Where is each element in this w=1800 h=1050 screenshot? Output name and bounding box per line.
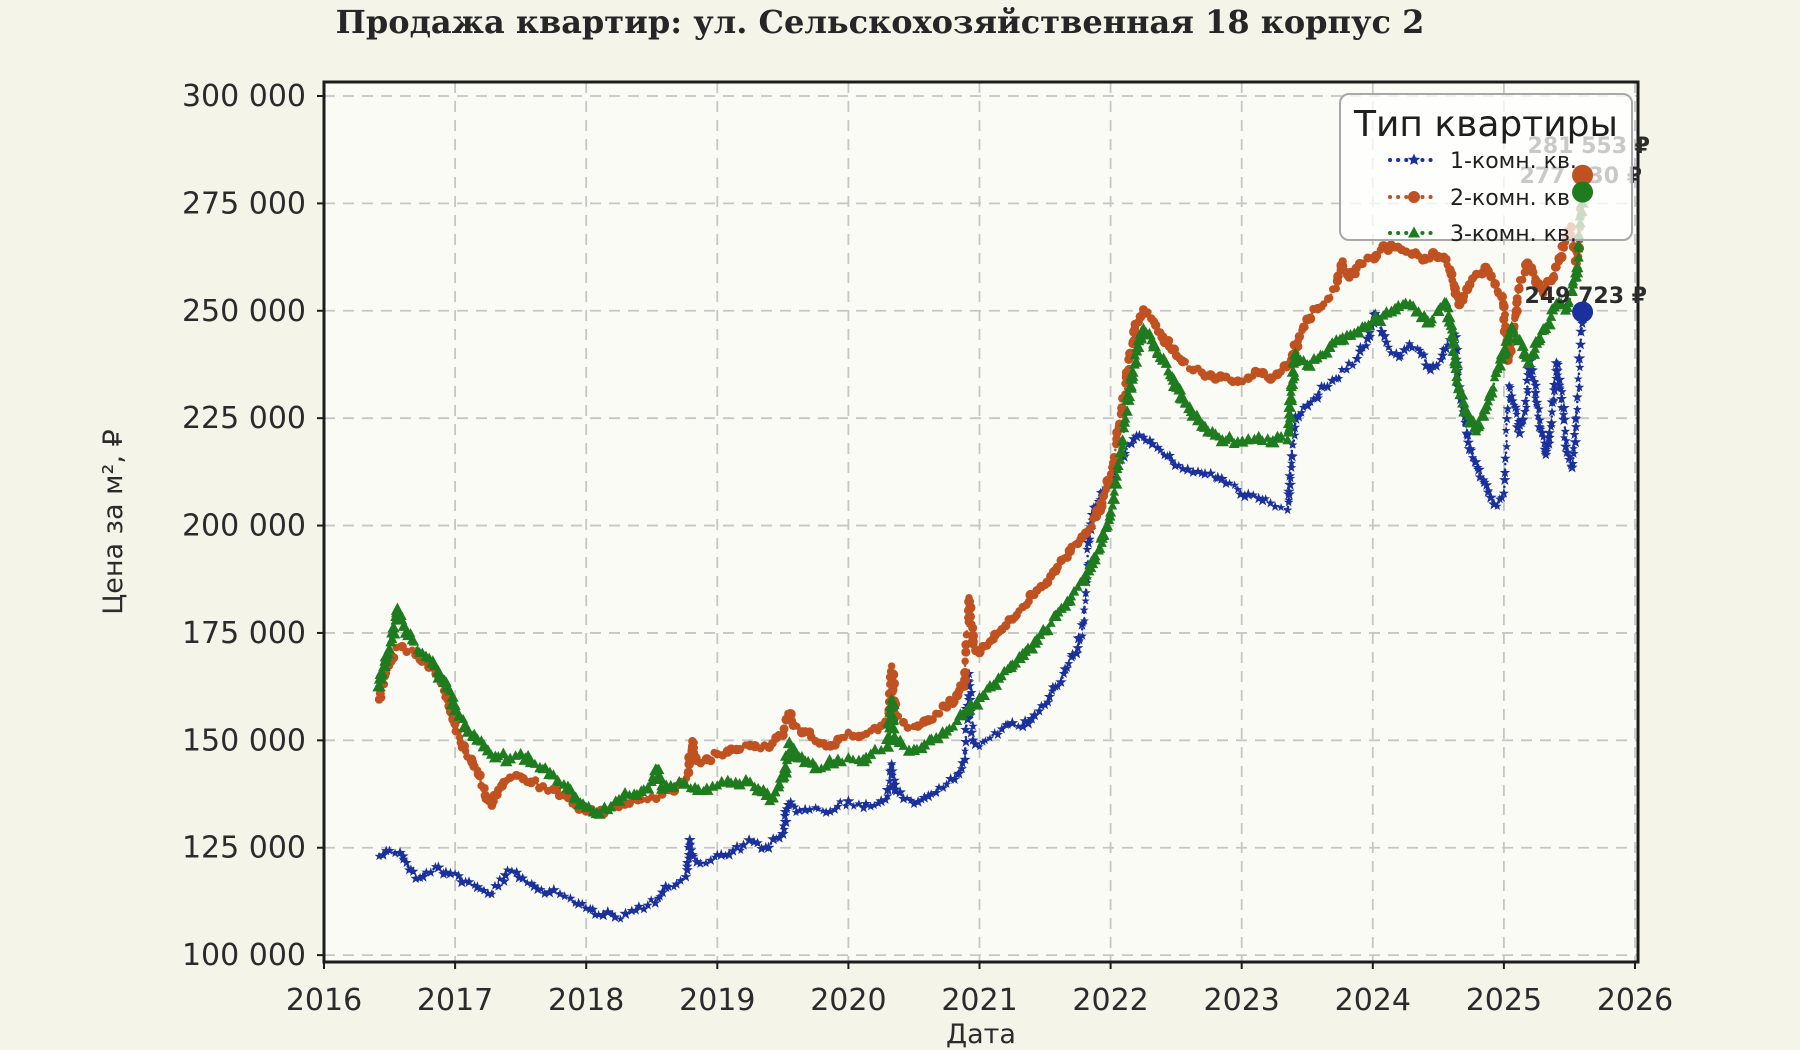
y-tick-label: 100 000 [182, 938, 306, 973]
data-series-layer [372, 173, 1589, 923]
x-axis-label: Дата [946, 1019, 1016, 1050]
y-tick-label: 300 000 [182, 79, 306, 114]
series-3 [372, 190, 1589, 819]
x-tick-label: 2017 [417, 983, 493, 1018]
x-tick-label: 2019 [679, 983, 755, 1018]
legend-box [1339, 93, 1633, 241]
y-tick-label: 275 000 [182, 186, 306, 221]
y-tick-label: 225 000 [182, 401, 306, 436]
legend-entry-2room: 2-комн. кв [1388, 186, 1570, 211]
x-tick-label: 2025 [1466, 983, 1542, 1018]
star-marker-icon [1407, 153, 1421, 165]
y-tick-label: 200 000 [182, 509, 306, 544]
chart-title: Продажа квартир: ул. Сельскохозяйственна… [336, 3, 1425, 41]
legend-entry-1room: 1-комн. кв. [1388, 149, 1577, 174]
circle-marker-icon [1408, 191, 1420, 203]
final-points-layer [1572, 164, 1594, 323]
final-point-series-1 [1572, 301, 1594, 323]
x-tick-label: 2023 [1204, 983, 1280, 1018]
y-tick-label: 250 000 [182, 294, 306, 329]
legend-label-2room: 2-комн. кв [1450, 186, 1570, 211]
legend: Тип квартиры 1-комн. кв. 2-комн. кв 3-ко… [1339, 93, 1633, 247]
x-tick-label: 2026 [1597, 983, 1673, 1018]
x-tick-label: 2022 [1072, 983, 1148, 1018]
y-tick-label: 150 000 [182, 723, 306, 758]
y-tick-label: 125 000 [182, 831, 306, 866]
final-point-series-2 [1572, 164, 1594, 186]
x-tick-label: 2024 [1335, 983, 1411, 1018]
legend-label-3room: 3-комн. кв. [1450, 222, 1577, 247]
legend-label-1room: 1-комн. кв. [1450, 149, 1577, 174]
legend-title: Тип квартиры [1353, 104, 1618, 145]
x-tick-label: 2021 [941, 983, 1017, 1018]
tick-labels: 2016 2017 2018 2019 2020 2021 2022 2023 2024 2025… [182, 79, 1673, 1018]
x-tick-label: 2016 [286, 983, 362, 1018]
y-tick-label: 175 000 [182, 616, 306, 651]
legend-entry-3room: 3-комн. кв. [1388, 222, 1577, 247]
final-point-series-3 [1572, 181, 1594, 203]
triangle-marker-icon [1408, 226, 1420, 238]
x-tick-label: 2018 [548, 983, 624, 1018]
y-axis-label: Цена за м², ₽ [98, 429, 129, 614]
x-tick-label: 2020 [810, 983, 886, 1018]
